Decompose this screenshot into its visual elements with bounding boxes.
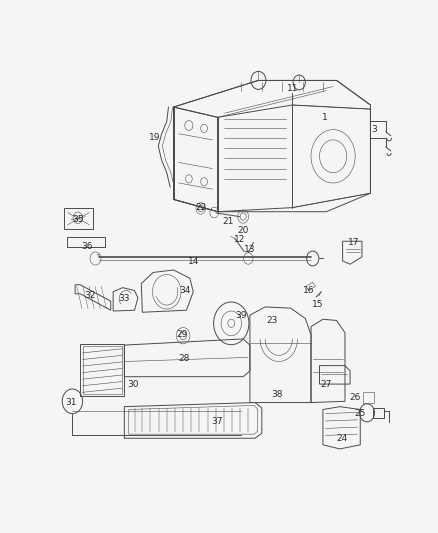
Text: 14: 14: [188, 257, 200, 266]
Text: 13: 13: [244, 245, 256, 254]
Text: 39: 39: [235, 311, 247, 320]
Text: 33: 33: [119, 294, 130, 303]
Text: 27: 27: [321, 379, 332, 389]
Text: 25: 25: [355, 409, 366, 418]
Text: 34: 34: [180, 286, 191, 295]
Text: 22: 22: [195, 203, 206, 212]
Text: 3: 3: [371, 125, 377, 134]
Text: 11: 11: [286, 84, 298, 93]
Text: 35: 35: [72, 215, 84, 224]
Text: 21: 21: [222, 217, 233, 227]
Text: 23: 23: [266, 316, 278, 325]
Text: 15: 15: [312, 300, 324, 309]
Text: 37: 37: [211, 417, 223, 426]
Text: 19: 19: [149, 133, 161, 142]
Text: 20: 20: [237, 225, 249, 235]
Text: 30: 30: [127, 381, 138, 390]
Text: 32: 32: [85, 292, 96, 300]
Text: 16: 16: [303, 286, 314, 295]
Text: 31: 31: [65, 398, 77, 407]
Text: 17: 17: [348, 238, 359, 247]
Text: 28: 28: [178, 354, 189, 363]
Text: 36: 36: [81, 241, 93, 251]
Text: 26: 26: [350, 393, 361, 402]
Text: 12: 12: [234, 235, 245, 244]
Text: 38: 38: [271, 390, 283, 399]
Text: 24: 24: [336, 434, 347, 443]
Text: 29: 29: [177, 329, 188, 338]
Text: 1: 1: [322, 113, 328, 122]
